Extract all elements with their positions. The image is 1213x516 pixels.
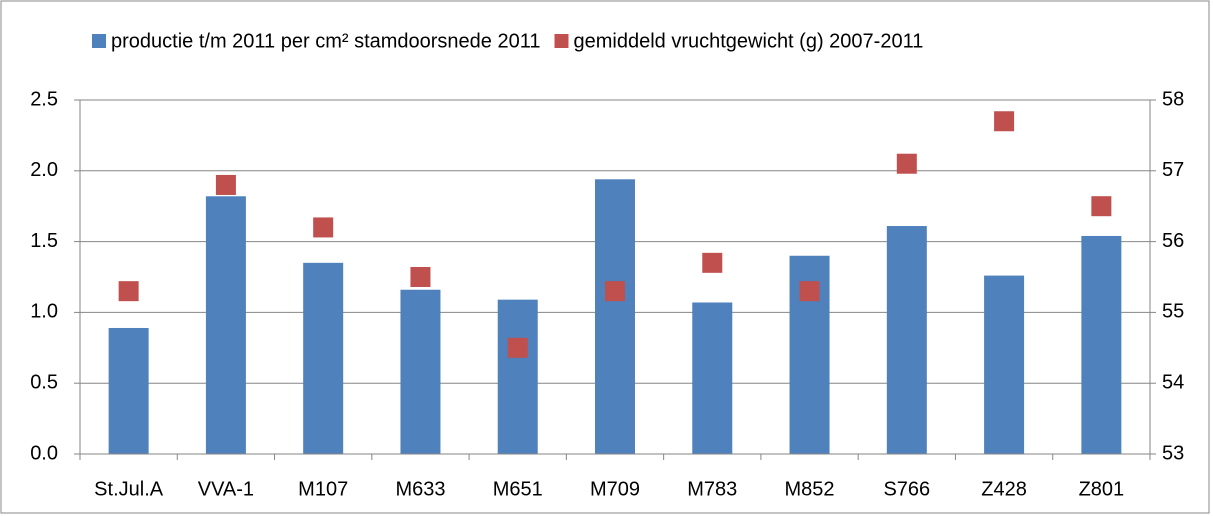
y2-tick-label: 58 [1162, 88, 1184, 110]
x-tick-label: Z428 [981, 478, 1027, 500]
y-tick-label: 2.0 [30, 159, 58, 181]
y-tick-label: 1.0 [30, 301, 58, 323]
marker [702, 252, 723, 273]
x-tick-label: Z801 [1079, 478, 1125, 500]
x-tick-label: S766 [883, 478, 930, 500]
bar [108, 327, 149, 454]
marker [896, 153, 917, 174]
bar [400, 289, 441, 454]
bar [303, 262, 344, 454]
marker [313, 217, 334, 238]
marker [215, 174, 236, 195]
marker [799, 281, 820, 302]
legend-swatch [554, 34, 569, 48]
bar [497, 299, 538, 454]
marker [994, 111, 1015, 132]
x-tick-label: St.Jul.A [94, 478, 164, 500]
legend-label: gemiddeld vruchtgewicht (g) 2007-2011 [574, 30, 924, 52]
x-tick-label: M852 [785, 478, 835, 500]
marker [118, 281, 139, 302]
y2-tick-label: 54 [1162, 371, 1184, 393]
y-tick-label: 1.5 [30, 230, 58, 252]
marker [605, 281, 625, 302]
bar [886, 226, 927, 454]
bar [595, 179, 635, 454]
y2-tick-label: 57 [1162, 159, 1184, 181]
marker [507, 337, 528, 358]
y-tick-label: 2.5 [30, 88, 58, 110]
y-tick-label: 0.5 [30, 371, 58, 393]
y-tick-label: 0.0 [30, 442, 58, 464]
y2-tick-label: 56 [1162, 230, 1184, 252]
bar [205, 196, 246, 454]
y2-tick-label: 55 [1162, 301, 1184, 323]
x-tick-label: M651 [493, 478, 543, 500]
x-tick-label: M633 [395, 478, 445, 500]
marker [1091, 196, 1112, 217]
x-tick-label: VVA-1 [198, 478, 254, 500]
marker [410, 267, 431, 287]
bar [692, 302, 733, 454]
y2-tick-label: 53 [1162, 442, 1184, 464]
bar [984, 275, 1025, 454]
bar [1081, 235, 1122, 454]
x-tick-label: M783 [687, 478, 737, 500]
legend-label: productie t/m 2011 per cm² stamdoorsnede… [111, 30, 541, 52]
x-tick-label: M709 [590, 478, 640, 500]
legend-swatch [92, 34, 106, 48]
x-tick-label: M107 [298, 478, 348, 500]
